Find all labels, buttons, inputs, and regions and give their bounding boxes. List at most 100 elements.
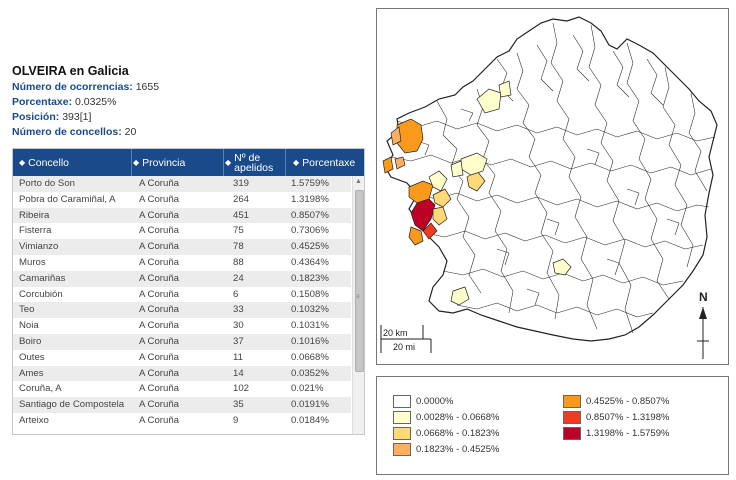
table-row[interactable]: Ames A Coruña 14 0.0352%: [13, 365, 351, 382]
cell-provincia: A Coruña: [139, 256, 180, 268]
cell-porcentaxe: 0.0352%: [291, 367, 329, 379]
municipality-porto-do-son: [410, 198, 436, 232]
cell-provincia: A Coruña: [139, 367, 180, 379]
column-label: Concello: [28, 156, 70, 169]
table-row[interactable]: Boiro A Coruña 37 0.1016%: [13, 333, 351, 350]
legend-label: 0.0000%: [416, 396, 454, 407]
table-row[interactable]: Santiago de Compostela A Coruña 35 0.0191%: [13, 397, 351, 413]
cell-provincia: A Coruña: [139, 178, 180, 189]
concellos-label: Número de concellos:: [12, 126, 122, 138]
galicia-outline: [384, 16, 718, 342]
legend-item: 0.8507% - 1.3198%: [563, 411, 669, 424]
municipality-corcubion: [394, 156, 406, 170]
municipality-arteixo: [476, 88, 502, 114]
legend-item: 0.4525% - 0.8507%: [563, 395, 669, 408]
cell-apelidos: 75: [233, 225, 244, 237]
column-label: Provincia: [142, 156, 186, 169]
cell-provincia: A Coruña: [139, 335, 180, 347]
municipality-vimianzo: [396, 118, 424, 154]
cell-concello: Noia: [19, 320, 39, 332]
table-row[interactable]: Camariñas A Coruña 24 0.1823%: [13, 270, 351, 287]
legend-label: 0.4525% - 0.8507%: [586, 396, 670, 407]
cell-apelidos: 37: [233, 335, 244, 347]
concellos-value: 20: [124, 126, 137, 138]
cell-concello: Pobra do Caramiñal, A: [19, 193, 116, 205]
cell-porcentaxe: 0.1508%: [291, 288, 329, 300]
scrollbar-thumb[interactable]: [355, 190, 364, 372]
legend-label: 0.1823% - 0.4525%: [416, 444, 500, 455]
table-row[interactable]: Outes A Coruña 11 0.0668%: [13, 349, 351, 366]
column-label: apelidos: [234, 161, 274, 174]
table-row[interactable]: Vimianzo A Coruña 78 0.4525%: [13, 239, 351, 255]
cell-apelidos: 78: [233, 241, 244, 253]
cell-provincia: A Coruña: [139, 383, 180, 395]
legend-item: 0.1823% - 0.4525%: [393, 443, 499, 456]
cell-apelidos: 33: [233, 304, 244, 316]
cell-provincia: A Coruña: [139, 225, 180, 237]
table-row[interactable]: Muros A Coruña 88 0.4364%: [13, 254, 351, 271]
cell-concello: Porto do Son: [19, 178, 76, 189]
column-header-apelidos[interactable]: ◆ Nº de apelidos: [225, 149, 273, 176]
cell-apelidos: 6: [233, 288, 239, 300]
cell-concello: Fisterra: [19, 225, 52, 237]
cell-provincia: A Coruña: [139, 193, 180, 205]
cell-apelidos: 24: [233, 272, 244, 284]
column-header-porcentaxe[interactable]: ◆ Porcentaxe: [293, 149, 355, 176]
table-row[interactable]: Noia A Coruña 30 0.1031%: [13, 318, 351, 334]
column-label-multiline: Nº de apelidos: [234, 152, 274, 174]
municipality-south: [450, 286, 470, 306]
cell-concello: Ames: [19, 367, 44, 379]
legend-item: 0.0028% - 0.0668%: [393, 411, 499, 424]
column-header-concello[interactable]: ◆ Concello: [19, 149, 69, 176]
column-header-provincia[interactable]: ◆ Provincia: [133, 149, 185, 176]
column-divider: [131, 149, 132, 176]
table-row[interactable]: Arteixo A Coruña 9 0.0184%: [13, 412, 351, 429]
cell-apelidos: 451: [233, 209, 250, 221]
table-row[interactable]: Coruña, A A Coruña 102 0.021%: [13, 381, 351, 398]
surname-info: OLVEIRA en Galicia Número de ocorrencias…: [12, 64, 159, 140]
cell-apelidos: 14: [233, 367, 244, 379]
cell-apelidos: 30: [233, 320, 244, 332]
table-row[interactable]: Ribeira A Coruña 451 0.8507%: [13, 207, 351, 224]
cell-porcentaxe: 0.1823%: [291, 272, 329, 284]
map-legend: 0.0000% 0.0028% - 0.0668% 0.0668% - 0.18…: [376, 376, 729, 475]
legend-swatch: [393, 411, 411, 424]
legend-swatch: [563, 427, 581, 440]
scroll-up-icon[interactable]: ▲: [355, 178, 362, 185]
cell-provincia: A Coruña: [139, 399, 180, 411]
highlighted-municipalities: [382, 80, 572, 306]
table-body: Porto do Son A Coruña 319 1.5759% Pobra do C…: [13, 176, 351, 429]
table-row[interactable]: Pobra do Caramiñal, A A Coruña 264 1.3198%: [13, 191, 351, 208]
sort-icon: ◆: [225, 157, 232, 167]
cell-apelidos: 264: [233, 193, 250, 205]
table-row[interactable]: Fisterra A Coruña 75 0.7306%: [13, 223, 351, 240]
table-row[interactable]: Porto do Son A Coruña 319 1.5759%: [13, 176, 351, 192]
cell-concello: Teo: [19, 304, 35, 316]
table-row[interactable]: Corcubión A Coruña 6 0.1508%: [13, 286, 351, 303]
legend-item: 0.0000%: [393, 395, 454, 408]
cell-porcentaxe: 0.4364%: [291, 256, 329, 268]
cell-concello: Arteixo: [19, 414, 49, 426]
municipality-camarinas: [390, 126, 402, 146]
cell-porcentaxe: 0.1016%: [291, 335, 329, 347]
north-label: N: [699, 290, 708, 304]
scale-bar: [380, 325, 432, 353]
legend-label: 0.0028% - 0.0668%: [416, 412, 500, 423]
table-scrollbar[interactable]: ▲ ≡: [352, 176, 364, 434]
cell-apelidos: 102: [233, 383, 250, 395]
municipality-noia: [432, 188, 452, 208]
cell-porcentaxe: 0.8507%: [291, 209, 329, 221]
municipality-ames: [450, 160, 464, 178]
concellos-line: Número de concellos: 20: [12, 125, 159, 140]
cell-porcentaxe: 1.5759%: [291, 178, 329, 189]
municipality-ribeira: [408, 226, 424, 246]
cell-apelidos: 319: [233, 178, 250, 189]
cell-provincia: A Coruña: [139, 272, 180, 284]
cell-apelidos: 35: [233, 399, 244, 411]
legend-swatch: [563, 411, 581, 424]
galicia-map[interactable]: 20 km 20 mi N: [376, 8, 729, 365]
cell-porcentaxe: 0.0191%: [291, 399, 329, 411]
column-label: Porcentaxe: [302, 156, 356, 169]
table-row[interactable]: Teo A Coruña 33 0.1032%: [13, 302, 351, 319]
cell-provincia: A Coruña: [139, 209, 180, 221]
